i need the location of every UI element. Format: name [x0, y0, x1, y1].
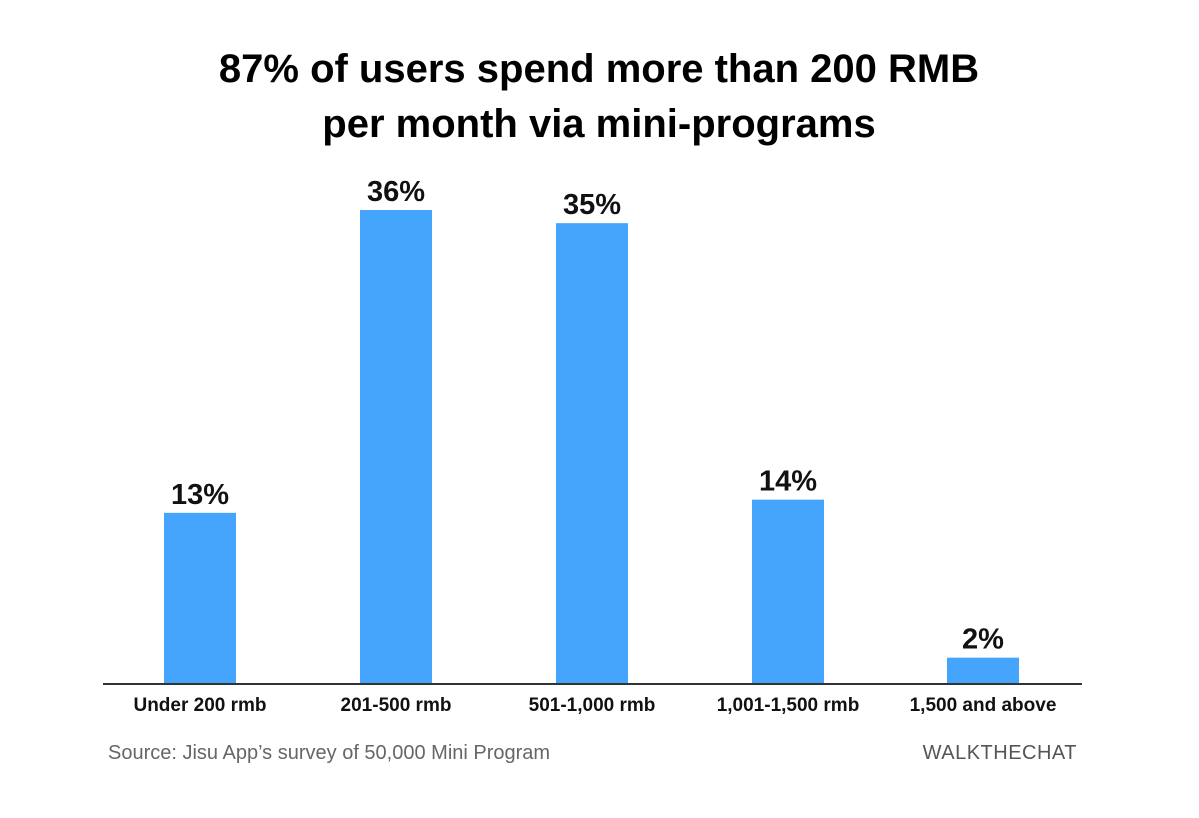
category-label-2: 201-500 rmb — [341, 695, 452, 716]
bar-1 — [164, 512, 236, 684]
data-label-2: 36% — [367, 176, 425, 208]
data-label-3: 35% — [563, 189, 621, 221]
chart-title-line-2: per month via mini-programs — [322, 102, 875, 146]
data-label-1: 13% — [171, 479, 229, 511]
chart-title-line-1: 87% of users spend more than 200 RMB — [219, 47, 979, 91]
bars-group — [164, 210, 1019, 684]
category-label-4: 1,001-1,500 rmb — [717, 695, 860, 716]
category-label-1: Under 200 rmb — [133, 695, 266, 716]
data-label-4: 14% — [759, 466, 817, 498]
category-label-5: 1,500 and above — [910, 695, 1057, 716]
category-labels-group: Under 200 rmb 201-500 rmb 501-1,000 rmb 1,0… — [133, 695, 1056, 716]
brand-watermark: WALKTHECHAT — [923, 742, 1077, 764]
bar-2 — [360, 210, 432, 684]
bar-3 — [556, 223, 628, 684]
bar-4 — [752, 499, 824, 684]
data-labels-group: 13% 36% 35% 14% 2% — [171, 176, 1004, 656]
data-label-5: 2% — [962, 624, 1004, 656]
bar-5 — [947, 657, 1019, 684]
category-label-3: 501-1,000 rmb — [529, 695, 656, 716]
source-note: Source: Jisu App’s survey of 50,000 Mini… — [108, 742, 550, 764]
